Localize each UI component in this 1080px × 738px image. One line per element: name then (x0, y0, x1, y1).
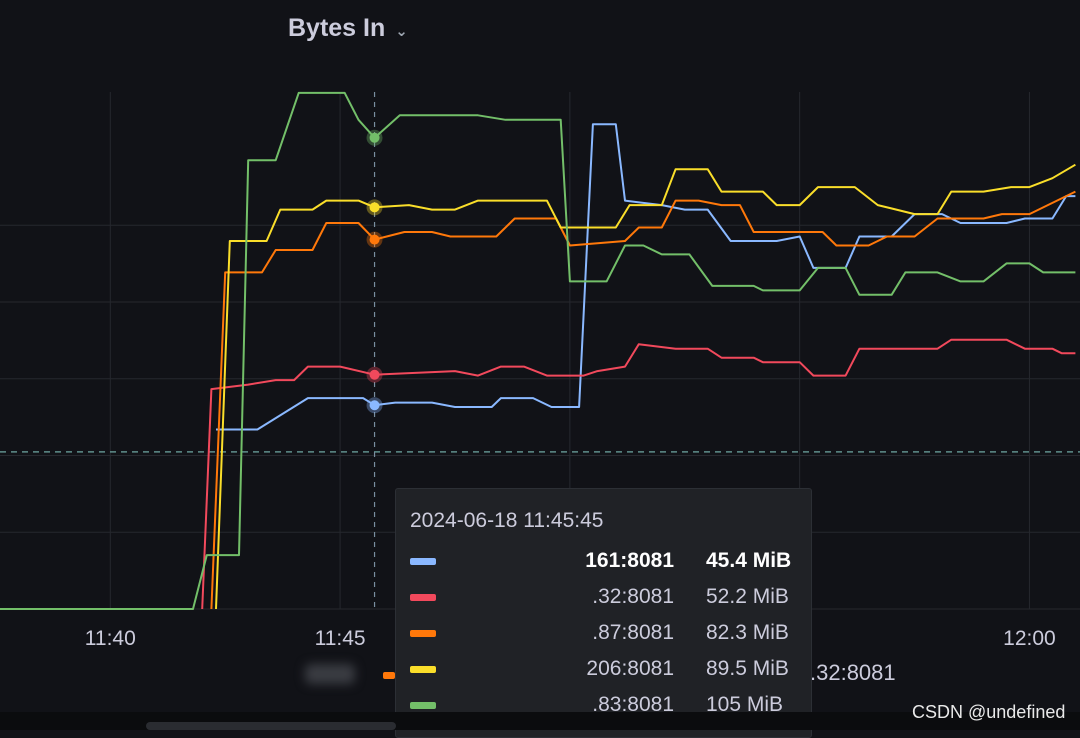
x-tick-label: 11:45 (315, 627, 366, 650)
x-tick-label: 12:00 (1003, 627, 1056, 650)
tooltip-series-value: 105 MiB (706, 693, 784, 716)
tooltip-row: .83:8081 105 MiB (410, 687, 797, 723)
tooltip-row: .87:8081 82.3 MiB (410, 615, 797, 651)
hover-marker-3 (369, 234, 380, 245)
tooltip-row: 206:8081 89.5 MiB (410, 651, 797, 687)
series-color-swatch (410, 593, 436, 601)
chart-tooltip: 2024-06-18 11:45:45 161:8081 45.4 MiB .3… (395, 488, 812, 738)
series-line-5 (0, 91, 1076, 610)
tooltip-row: .32:8081 52.2 MiB (410, 579, 797, 615)
series-line-4 (215, 163, 1076, 610)
series-color-swatch (410, 701, 436, 709)
x-tick-label: 11:40 (85, 627, 136, 650)
series-color-swatch (410, 557, 436, 565)
hover-marker-5 (369, 132, 380, 143)
tooltip-series-name: .83:8081 (592, 693, 674, 716)
tooltip-rows: 161:8081 45.4 MiB .32:8081 52.2 MiB .87:… (410, 543, 797, 723)
scrollbar[interactable] (146, 722, 396, 730)
panel-title-text: Bytes In (288, 14, 386, 42)
hover-marker-1 (369, 400, 380, 411)
series-line-3 (210, 190, 1076, 610)
tooltip-series-value: 52.2 MiB (706, 585, 789, 608)
legend-swatch (383, 672, 395, 679)
tooltip-series-name: 206:8081 (586, 657, 674, 680)
legend-item-label[interactable]: .32:8081 (810, 660, 896, 685)
legend-redacted-label (305, 664, 355, 684)
hover-marker-2 (369, 369, 380, 380)
tooltip-series-value: 45.4 MiB (706, 549, 792, 572)
series-color-swatch (410, 665, 436, 673)
tooltip-series-name: .87:8081 (592, 621, 674, 644)
panel-title[interactable]: Bytes In ⌄ (288, 14, 408, 43)
tooltip-series-name: 161:8081 (585, 549, 674, 572)
hover-marker-4 (369, 202, 380, 213)
tooltip-timestamp: 2024-06-18 11:45:45 (410, 509, 604, 532)
series-line-2 (201, 338, 1076, 610)
watermark: CSDN @undefined (912, 702, 1066, 722)
chevron-down-icon[interactable]: ⌄ (395, 22, 408, 40)
tooltip-series-value: 82.3 MiB (706, 621, 789, 644)
tooltip-series-name: .32:8081 (592, 585, 674, 608)
series-color-swatch (410, 629, 436, 637)
tooltip-series-value: 89.5 MiB (706, 657, 789, 680)
tooltip-row: 161:8081 45.4 MiB (410, 543, 797, 579)
